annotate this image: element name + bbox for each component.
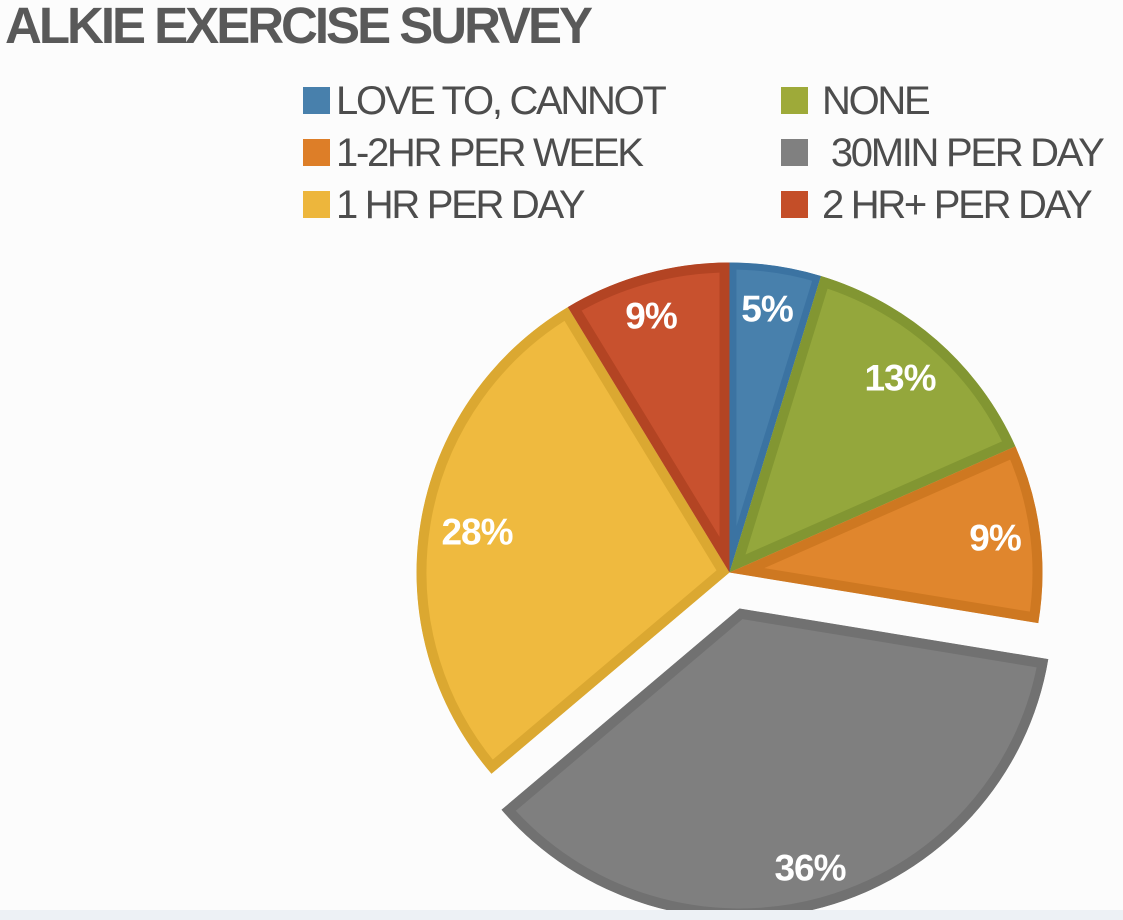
svg-text:36%: 36% [774,848,845,889]
svg-text:9%: 9% [969,518,1021,559]
svg-text:28%: 28% [441,512,512,553]
svg-text:5%: 5% [741,289,793,330]
svg-text:9%: 9% [625,296,677,337]
svg-text:13%: 13% [864,358,935,399]
